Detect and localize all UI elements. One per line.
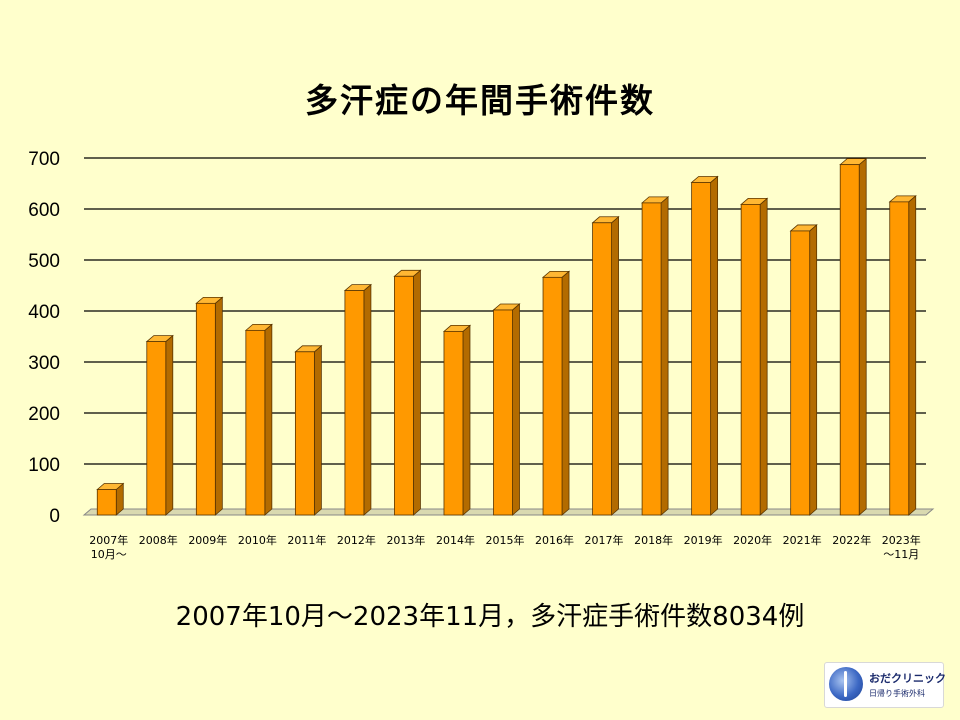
y-tick-label: 400 [28, 302, 60, 323]
y-tick-label: 600 [28, 200, 60, 221]
bar [889, 201, 910, 516]
bar-side [313, 344, 322, 516]
bar-chart: 0 100 200 300 400 500 600 700 2007年 10月～ 2008年 2009… [28, 149, 935, 561]
bar [394, 275, 414, 516]
y-tick-label: 200 [28, 404, 60, 425]
clinic-logo: おだクリニック 日帰り手術外科 [824, 662, 946, 708]
bar-side [710, 175, 719, 516]
y-tick-label: 0 [49, 506, 60, 527]
bar-side [858, 157, 867, 516]
bar-side [214, 296, 223, 516]
bar [839, 164, 860, 516]
bar-side [413, 269, 421, 516]
bar-side [759, 197, 768, 516]
clinic-logo-icon [829, 667, 863, 701]
x-tick-label: 2009年 [188, 533, 227, 547]
x-tick-label: 2010年 [238, 533, 277, 547]
bar-side [264, 323, 273, 516]
bar [96, 489, 117, 516]
x-tick-label: 2020年 [733, 533, 772, 547]
clinic-name: おだクリニック [869, 672, 946, 685]
x-tick-label: 2019年 [684, 533, 723, 547]
bar-side [908, 194, 917, 516]
x-tick-label: 2007年 10月～ [89, 533, 128, 561]
y-tick-label: 500 [28, 251, 60, 272]
x-tick-label: 2021年 [783, 533, 822, 547]
bar [443, 330, 464, 516]
bar [146, 341, 167, 516]
bar-side [611, 215, 619, 516]
bar [294, 351, 315, 516]
y-tick-label: 100 [28, 455, 60, 476]
y-tick-label: 700 [28, 149, 60, 170]
x-tick-label: 2018年 [634, 533, 673, 547]
bar [493, 309, 513, 516]
bar-side [809, 224, 818, 516]
x-tick-label: 2013年 [386, 533, 425, 547]
bar-side [462, 324, 471, 516]
chart-title: 多汗症の年間手術件数 [305, 81, 655, 120]
bar-side [512, 303, 520, 516]
x-tick-label: 2015年 [486, 533, 525, 547]
clinic-subtitle: 日帰り手術外科 [869, 689, 925, 698]
bar [790, 230, 811, 516]
bar [195, 302, 216, 516]
y-tick-label: 300 [28, 353, 60, 374]
bar [592, 222, 612, 516]
x-tick-label: 2008年 [139, 533, 178, 547]
bar-side [561, 270, 570, 516]
x-tick-label: 2022年 [832, 533, 871, 547]
bar [344, 290, 365, 516]
x-tick-label: 2014年 [436, 533, 475, 547]
x-tick-label: 2023年～11月 [882, 533, 921, 561]
x-tick-label: 2011年 [287, 533, 326, 547]
summary-caption: 2007年10月～2023年11月，多汗症手術件数8034例 [175, 602, 805, 632]
x-tick-label: 2012年 [337, 533, 376, 547]
x-tick-label: 2017年 [585, 533, 624, 547]
bar-side [660, 196, 669, 516]
x-tick-label: 2016年 [535, 533, 574, 547]
bar [542, 276, 563, 516]
bar [691, 182, 712, 516]
bar [641, 202, 662, 516]
bar-side [165, 334, 174, 516]
bar-side [363, 283, 372, 516]
bar [245, 329, 266, 516]
bar [740, 204, 761, 516]
